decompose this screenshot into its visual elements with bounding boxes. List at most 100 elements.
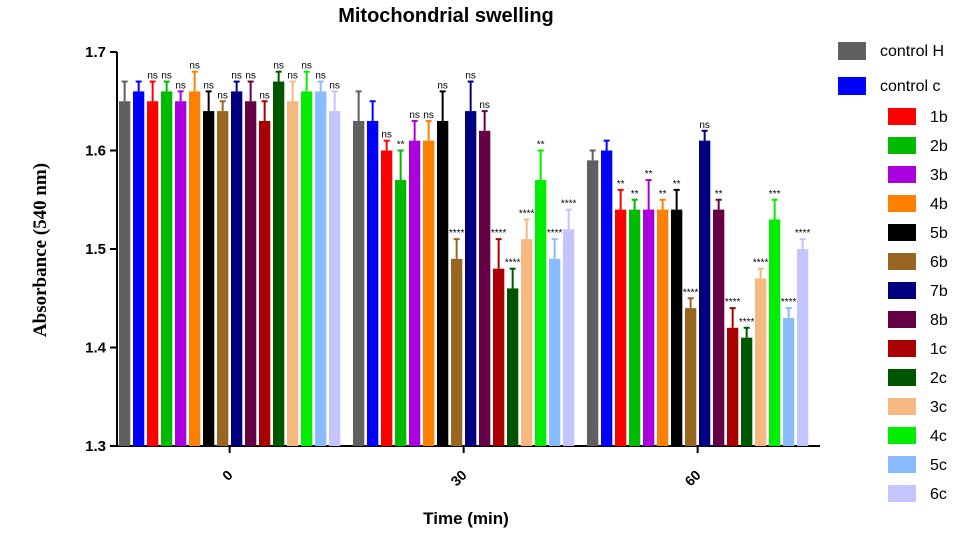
significance-label: ns: [301, 61, 312, 72]
legend-swatch-1c: [888, 340, 916, 357]
significance-label: ****: [449, 228, 465, 239]
significance-label: **: [659, 189, 667, 200]
significance-label: ns: [245, 71, 256, 82]
bar-control-H-0: [119, 101, 131, 446]
bar-3b-60: [643, 209, 655, 446]
legend-swatch-8b: [888, 311, 916, 328]
legend-label-5c: 5c: [930, 457, 947, 474]
bar-2c-0: [273, 81, 285, 447]
bar-6c-30: [563, 229, 575, 446]
significance-label: ****: [561, 199, 577, 210]
legend-label-6b: 6b: [930, 254, 948, 271]
legend-swatch-3c: [888, 398, 916, 415]
legend-swatch-1b: [888, 108, 916, 125]
legend-swatch-6b: [888, 253, 916, 270]
y-tick-label: 1.4: [85, 340, 107, 357]
legend-label-2c: 2c: [930, 370, 947, 387]
bar-7b-0: [231, 91, 243, 447]
significance-label: ns: [217, 90, 228, 101]
x-tick-label: 60: [681, 467, 703, 489]
significance-label: ns: [287, 71, 298, 82]
legend-swatch-2c: [888, 369, 916, 386]
significance-label: ns: [329, 80, 340, 91]
bar-5b-0: [203, 111, 215, 446]
legend-swatch-5c: [888, 456, 916, 473]
significance-label: ns: [437, 80, 448, 91]
legend-swatch-4c: [888, 427, 916, 444]
bar-6c-0: [329, 111, 341, 446]
significance-label: **: [673, 179, 681, 190]
significance-label: ns: [423, 110, 434, 121]
bar-control-c-30: [367, 120, 379, 446]
legend-label-8b: 8b: [930, 312, 948, 329]
bar-6b-30: [451, 258, 463, 446]
significance-label: ****: [505, 258, 521, 269]
significance-label: ns: [203, 80, 214, 91]
bar-1c-60: [727, 327, 739, 446]
legend: control H control c 1b 2b 3b 4b 5b 6b 7b 8b 1c 2c 3c…: [838, 42, 948, 503]
bar-1c-30: [493, 268, 505, 446]
significance-label: ****: [683, 287, 699, 298]
significance-label: **: [631, 189, 639, 200]
significance-label: **: [645, 169, 653, 180]
significance-label: ns: [315, 71, 326, 82]
significance-label: **: [715, 189, 723, 200]
significance-label: ns: [259, 90, 270, 101]
significance-label: ****: [519, 208, 535, 219]
legend-label-1c: 1c: [930, 341, 947, 358]
bar-5c-0: [315, 91, 327, 447]
significance-label: ns: [147, 71, 158, 82]
legend-label-3c: 3c: [930, 399, 947, 416]
significance-label: ****: [739, 317, 755, 328]
significance-label: ****: [491, 228, 507, 239]
legend-label-6c: 6c: [930, 486, 947, 503]
bar-1b-60: [615, 209, 627, 446]
legend-label-4b: 4b: [930, 196, 948, 213]
bar-4b-60: [657, 209, 669, 446]
significance-label: ns: [231, 71, 242, 82]
significance-label: ****: [725, 297, 741, 308]
bar-control-H-60: [587, 160, 599, 446]
bar-3c-60: [755, 278, 767, 446]
bar-control-c-60: [601, 150, 613, 446]
bar-8b-60: [713, 209, 725, 446]
x-tick-label: 30: [447, 467, 469, 489]
legend-swatch-3b: [888, 166, 916, 183]
legend-label-4c: 4c: [930, 428, 947, 445]
bar-3b-0: [175, 101, 187, 446]
bar-6b-0: [217, 111, 229, 446]
bar-5c-30: [549, 258, 561, 446]
bar-1c-0: [259, 120, 271, 446]
significance-label: ns: [273, 61, 284, 72]
significance-label: **: [537, 140, 545, 151]
significance-label: ns: [465, 71, 476, 82]
bar-4b-30: [423, 140, 435, 446]
bar-7b-30: [465, 111, 477, 446]
significance-label: ****: [781, 297, 797, 308]
bar-2b-0: [161, 91, 173, 447]
x-tick-label: 0: [219, 467, 236, 484]
legend-swatch-control-c: [838, 77, 866, 95]
bar-6b-60: [685, 308, 697, 446]
significance-label: ns: [175, 80, 186, 91]
y-tick-label: 1.7: [85, 44, 106, 61]
y-axis-label: Absorbance (540 nm): [30, 163, 51, 337]
bar-3b-30: [409, 140, 421, 446]
significance-label: ****: [795, 228, 811, 239]
significance-label: ****: [547, 228, 563, 239]
bar-2b-60: [629, 209, 641, 446]
bar-4c-60: [769, 219, 781, 446]
bar-6c-60: [797, 249, 809, 446]
y-tick-label: 1.5: [85, 241, 106, 258]
legend-swatch-7b: [888, 282, 916, 299]
significance-label: ****: [753, 258, 769, 269]
bar-4b-0: [189, 91, 201, 447]
legend-label-7b: 7b: [930, 283, 948, 300]
bar-control-c-0: [133, 91, 145, 447]
bar-5c-60: [783, 317, 795, 446]
legend-swatch-6c: [888, 485, 916, 502]
legend-label-3b: 3b: [930, 167, 948, 184]
